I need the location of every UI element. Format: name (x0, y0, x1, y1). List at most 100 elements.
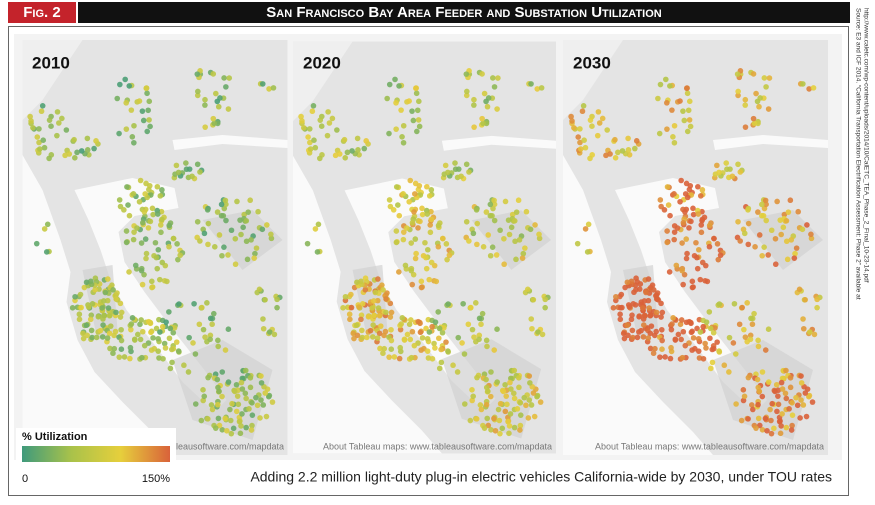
utilization-dot (697, 193, 704, 199)
utilization-dot (487, 393, 494, 400)
utilization-dot (128, 107, 135, 113)
utilization-dot (638, 327, 644, 334)
utilization-dot (729, 173, 736, 180)
utilization-dot (380, 350, 386, 357)
utilization-dot (397, 344, 404, 351)
utilization-dot (747, 336, 754, 343)
utilization-dot (528, 316, 535, 322)
utilization-dot (202, 124, 208, 130)
utilization-dot (264, 222, 270, 228)
utilization-dot (199, 304, 205, 311)
utilization-dot (245, 209, 252, 215)
utilization-dot (315, 221, 322, 228)
legend-gradient (22, 446, 170, 462)
utilization-dot (225, 379, 232, 385)
utilization-dot (141, 209, 148, 215)
utilization-dot (463, 218, 470, 225)
utilization-dot (408, 240, 415, 246)
utilization-dot (695, 211, 702, 217)
utilization-dot (708, 365, 714, 372)
utilization-dot (396, 212, 403, 219)
utilization-dot (38, 108, 45, 115)
utilization-dot (747, 332, 754, 339)
basemap (293, 41, 556, 454)
utilization-dot (650, 287, 657, 293)
utilization-dot (258, 397, 264, 403)
utilization-dot (221, 244, 227, 250)
utilization-dot (210, 71, 217, 77)
utilization-dot (166, 309, 172, 315)
utilization-dot (774, 198, 780, 205)
utilization-dot (36, 126, 42, 132)
utilization-dot (703, 319, 710, 325)
utilization-dot (318, 123, 325, 129)
utilization-dot (167, 365, 174, 372)
utilization-dot (473, 416, 480, 422)
utilization-dot (684, 250, 690, 257)
utilization-dot (678, 336, 684, 343)
utilization-dot (367, 327, 374, 334)
utilization-dot (255, 208, 261, 215)
utilization-dot (423, 265, 430, 272)
utilization-dot (579, 108, 586, 115)
utilization-dot (262, 390, 269, 396)
utilization-dot (659, 337, 665, 344)
utilization-dot (239, 375, 246, 382)
utilization-dot (445, 169, 451, 176)
utilization-dot (223, 427, 230, 434)
utilization-dot (768, 227, 775, 234)
utilization-dot (233, 408, 240, 415)
utilization-dot (577, 126, 583, 132)
utilization-dot (459, 340, 465, 346)
utilization-dot (689, 278, 696, 285)
utilization-dot (659, 346, 665, 352)
utilization-dot (183, 160, 189, 166)
utilization-dot (28, 118, 34, 124)
utilization-dot (455, 166, 462, 172)
utilization-dot (683, 85, 690, 92)
utilization-dot (223, 201, 229, 208)
utilization-dot (630, 334, 636, 341)
utilization-dot (228, 430, 235, 437)
utilization-dot (309, 108, 316, 115)
utilization-dot (44, 221, 51, 228)
utilization-dot (639, 305, 646, 311)
utilization-dot (214, 401, 221, 408)
utilization-dot (765, 106, 772, 112)
utilization-dot (754, 98, 761, 105)
utilization-dot (69, 305, 76, 311)
utilization-dot (149, 284, 155, 291)
utilization-dot (626, 304, 633, 310)
utilization-dot (730, 340, 737, 346)
utilization-dot (140, 219, 146, 226)
utilization-dot (423, 325, 429, 332)
utilization-dot (435, 335, 442, 342)
utilization-dot (762, 347, 769, 353)
utilization-dot (173, 339, 180, 345)
utilization-dot (354, 332, 361, 339)
utilization-dot (521, 394, 528, 401)
utilization-dot (99, 305, 105, 311)
utilization-dot (745, 241, 752, 248)
utilization-dot (144, 128, 151, 135)
utilization-dot (386, 81, 393, 88)
utilization-dot (783, 395, 790, 402)
utilization-dot (166, 222, 172, 229)
utilization-dot (347, 316, 353, 323)
utilization-dot (181, 362, 187, 369)
utilization-dot (714, 241, 721, 247)
utilization-dot (589, 123, 595, 129)
utilization-dot (144, 90, 150, 97)
utilization-dot (216, 232, 223, 238)
utilization-dot (370, 298, 377, 304)
utilization-dot (99, 334, 106, 340)
utilization-dot (677, 321, 684, 328)
maps: 2010 About Tableau maps: www.tableausoftw… (22, 40, 828, 455)
utilization-dot (406, 98, 412, 104)
utilization-dot (443, 241, 450, 247)
utilization-dot (136, 198, 143, 205)
utilization-dot (408, 267, 415, 274)
utilization-dot (192, 401, 199, 407)
utilization-dot (784, 256, 791, 263)
